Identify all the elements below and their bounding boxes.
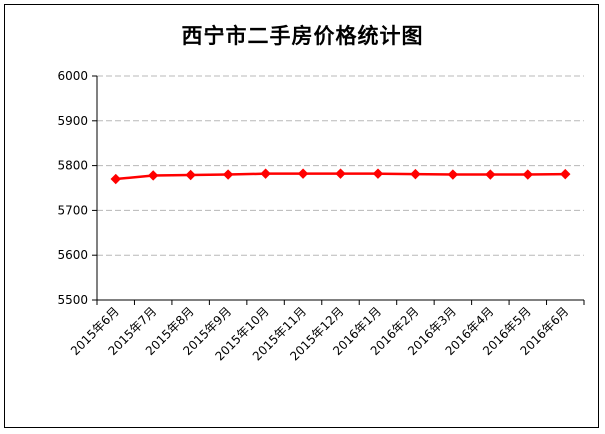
data-point-marker (560, 168, 571, 180)
data-point-marker (522, 169, 534, 180)
data-point-marker (147, 170, 159, 181)
data-point-marker (372, 168, 384, 179)
axes (92, 75, 585, 305)
y-tick-label: 6000 (57, 69, 88, 83)
data-point-marker (260, 168, 271, 179)
y-tick-label: 5700 (57, 203, 88, 217)
data-point-marker (222, 169, 234, 180)
data-point-marker (447, 169, 459, 180)
y-tick-label: 5800 (57, 159, 88, 173)
data-point-marker (335, 168, 346, 179)
x-tick-labels: 2015年6月2015年7月2015年8月2015年9月2015年10月2015… (68, 304, 571, 363)
series-layer (110, 168, 571, 185)
data-point-marker (185, 169, 196, 181)
y-tick-label: 5500 (57, 293, 88, 307)
data-point-marker (410, 168, 421, 180)
chart-title: 西宁市二手房价格统计图 (181, 23, 424, 48)
chart-frame (4, 4, 599, 428)
data-point-marker (485, 169, 496, 180)
y-tick-label: 5900 (57, 114, 88, 128)
y-tick-labels: 5500 5600 5700 5800 5900 6000 (57, 69, 88, 307)
grid-lines (97, 75, 584, 256)
data-point-marker (297, 168, 309, 179)
data-point-marker (110, 173, 121, 185)
y-tick-label: 5600 (57, 248, 88, 262)
